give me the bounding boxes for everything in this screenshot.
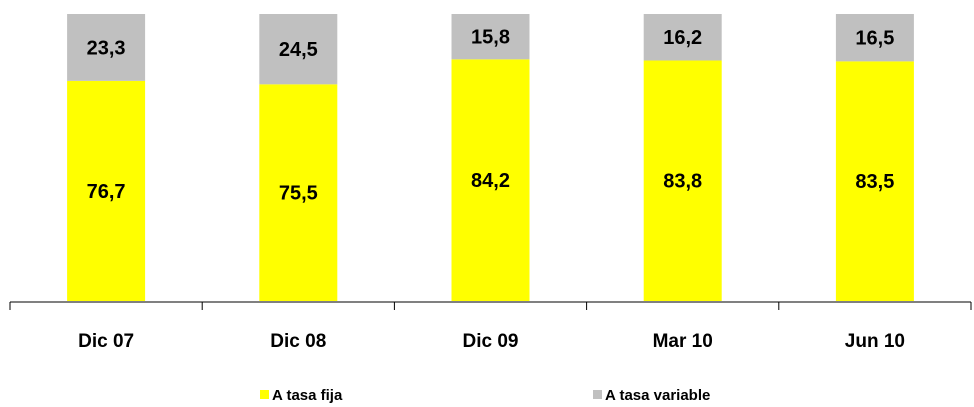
x-tick-label-4: Mar 10 bbox=[653, 331, 713, 352]
bar-segment-fija-1 bbox=[67, 80, 146, 301]
data-label-fija-5: 83,5 bbox=[855, 171, 894, 193]
bar-segment-variable-1 bbox=[67, 14, 146, 81]
data-label-variable-5: 16,5 bbox=[855, 28, 894, 50]
data-label-variable-3: 15,8 bbox=[471, 27, 510, 49]
data-label-fija-3: 84,2 bbox=[471, 170, 510, 192]
bar-segment-fija-4 bbox=[643, 60, 722, 301]
x-tick-label-5: Jun 10 bbox=[845, 331, 905, 352]
data-label-fija-1: 76,7 bbox=[87, 181, 126, 203]
bar-segment-variable-3 bbox=[451, 14, 530, 60]
bar-segment-variable-4 bbox=[643, 14, 722, 61]
bar-segment-variable-2 bbox=[259, 14, 338, 85]
x-tick-label-1: Dic 07 bbox=[78, 331, 134, 352]
bar-segment-fija-3 bbox=[451, 59, 530, 301]
legend-label-fija: A tasa fija bbox=[272, 387, 343, 404]
data-label-variable-2: 24,5 bbox=[279, 39, 318, 61]
legend: A tasa fija A tasa variable bbox=[260, 387, 710, 404]
legend-label-variable: A tasa variable bbox=[605, 387, 710, 404]
data-label-fija-4: 83,8 bbox=[663, 171, 702, 193]
bars-layer bbox=[67, 14, 914, 302]
data-label-variable-4: 16,2 bbox=[663, 27, 702, 49]
legend-swatch-variable bbox=[593, 390, 602, 399]
x-axis: Dic 07 Dic 08 Dic 09 Mar 10 Jun 10 bbox=[9, 301, 972, 352]
data-label-fija-2: 75,5 bbox=[279, 183, 318, 205]
legend-swatch-fija bbox=[260, 390, 269, 399]
x-tick-label-3: Dic 09 bbox=[463, 331, 519, 352]
data-labels-layer: 76,7 23,3 75,5 24,5 84,2 15,8 83,8 16,2 83,5 16,5 bbox=[87, 27, 895, 205]
bar-segment-fija-5 bbox=[835, 61, 914, 302]
bar-segment-variable-5 bbox=[835, 14, 914, 62]
data-label-variable-1: 23,3 bbox=[87, 37, 126, 59]
x-tick-label-2: Dic 08 bbox=[270, 331, 326, 352]
bar-segment-fija-2 bbox=[259, 84, 338, 301]
